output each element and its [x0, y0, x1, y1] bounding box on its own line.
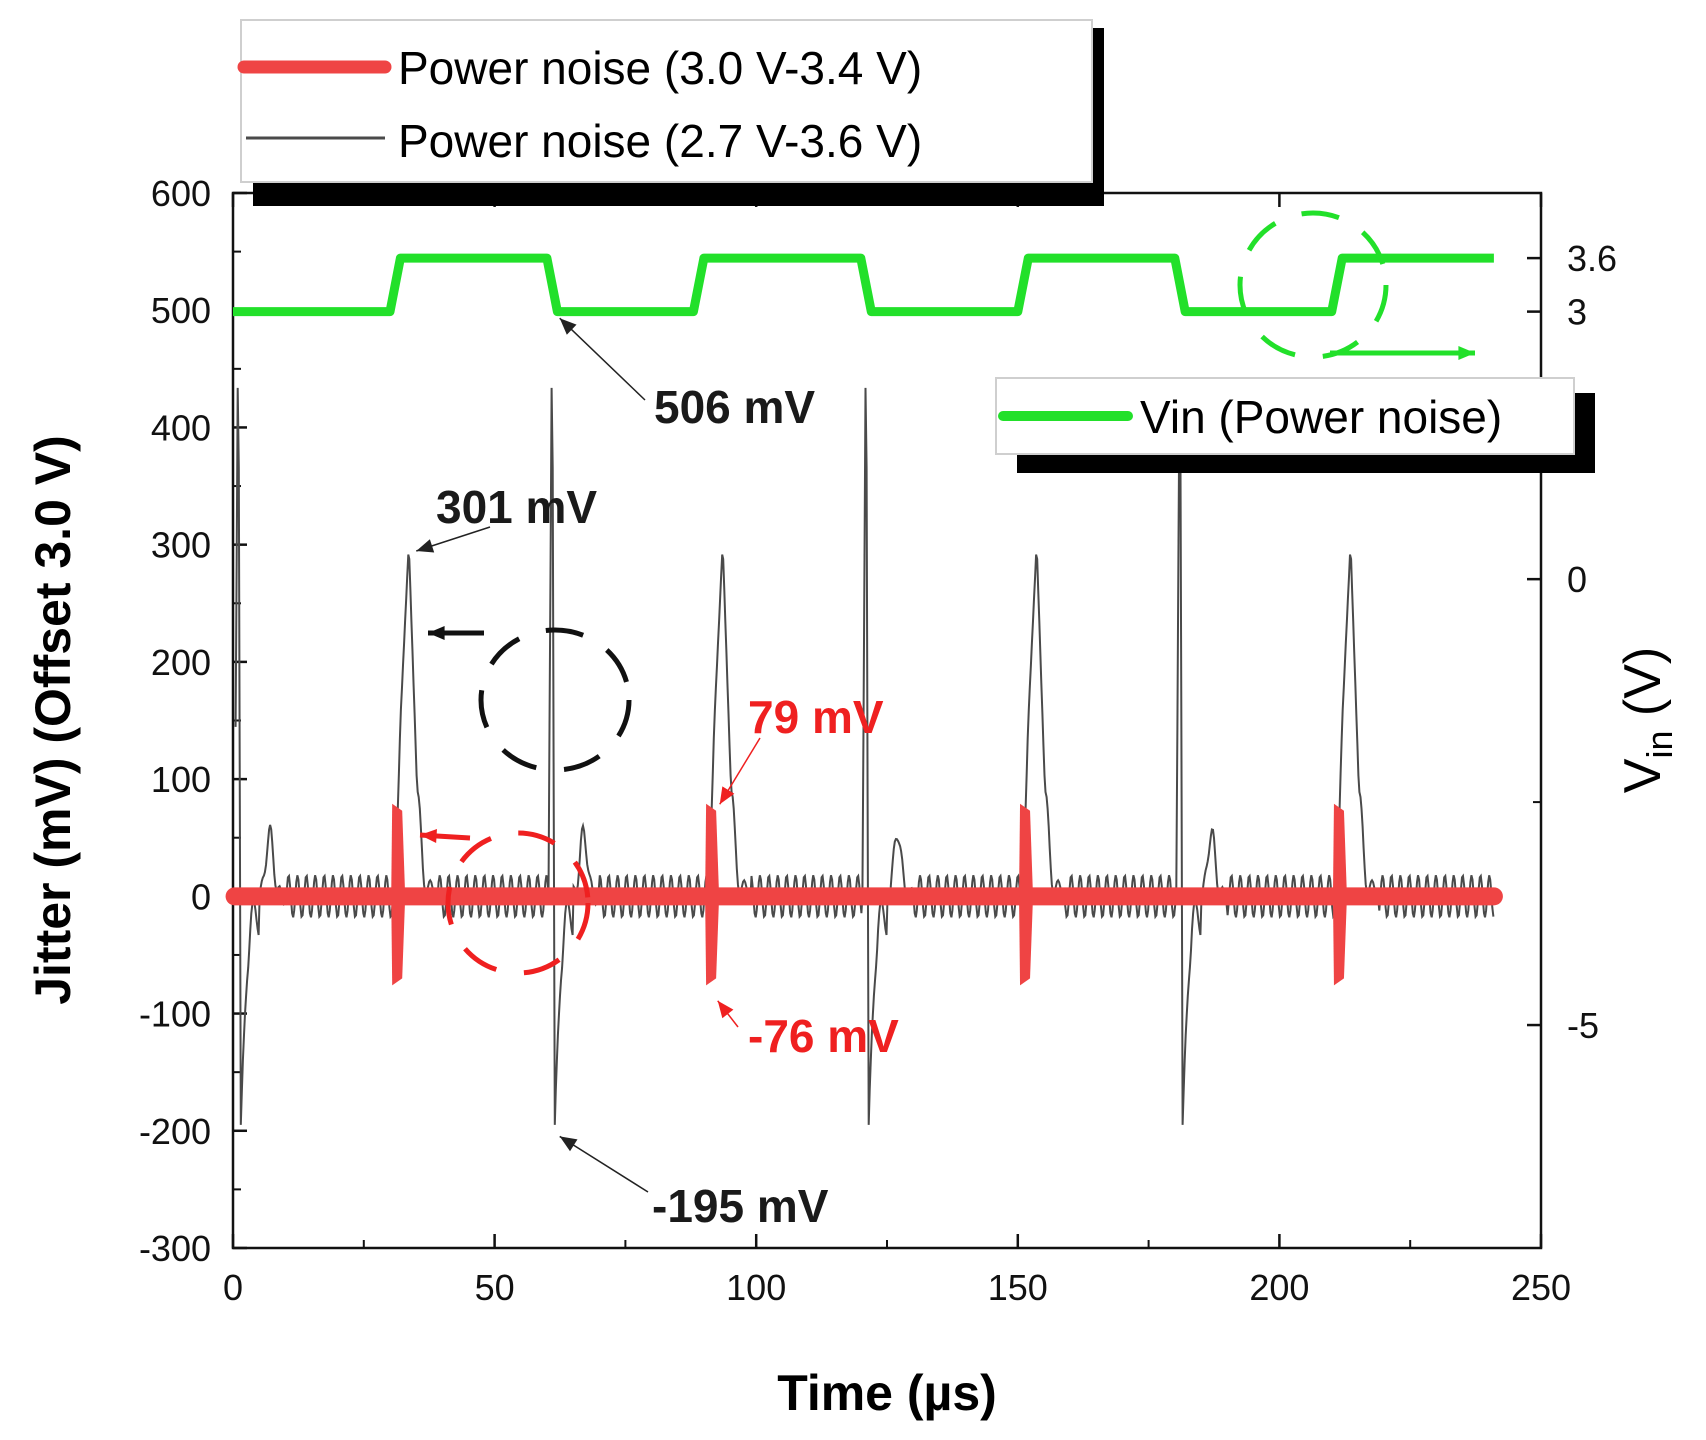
legend-label-series-1: Power noise (3.0 V-3.4 V): [398, 42, 922, 94]
arrow-506mv-head: [559, 318, 577, 335]
y-tick-label: -300: [139, 1228, 211, 1269]
x-tick-label: 200: [1249, 1267, 1309, 1308]
y2-tick-label: 3.6: [1567, 238, 1617, 279]
x-tick-label: 50: [475, 1267, 515, 1308]
arrow-minus-76mv-head: [717, 1000, 734, 1019]
x-tick-label: 100: [726, 1267, 786, 1308]
legend-label-vin: Vin (Power noise): [1140, 391, 1502, 443]
y-tick-label: -200: [139, 1111, 211, 1152]
arrow-301mv-head: [416, 539, 435, 553]
dashed-circle-green: [1237, 210, 1389, 360]
x-tick-label: 250: [1511, 1267, 1571, 1308]
annotation-minus-195mv: -195 mV: [652, 1180, 829, 1232]
x-tick-label: 150: [988, 1267, 1048, 1308]
y-tick-label: -100: [139, 994, 211, 1035]
dashed-circle-red: [445, 830, 591, 976]
dashed-circle-black: [478, 627, 632, 773]
arrow-506mv-line: [559, 317, 646, 401]
y-tick-label: 200: [151, 642, 211, 683]
y-tick-label: 300: [151, 525, 211, 566]
axis-arrow-black-head: [428, 625, 445, 641]
legend-label-series-2: Power noise (2.7 V-3.6 V): [398, 115, 922, 167]
annotation-301mv: 301 mV: [436, 481, 597, 533]
x-tick-label: 0: [223, 1267, 243, 1308]
red-spike: [1332, 803, 1347, 986]
arrow-minus-195mv-head: [559, 1136, 578, 1152]
y-tick-label: 0: [191, 876, 211, 917]
y-tick-label: 100: [151, 759, 211, 800]
annotation-minus-76mv: -76 mV: [748, 1010, 899, 1062]
annotation-79mv: 79 mV: [748, 691, 884, 743]
y-tick-label: 500: [151, 290, 211, 331]
series-line-vin: [233, 253, 1494, 317]
y-tick-label: 400: [151, 407, 211, 448]
y2-tick-label: 3: [1567, 292, 1587, 333]
y-axis-title: Jitter (mV) (Offset 3.0 V): [25, 435, 81, 1005]
legend-vin: Vin (Power noise): [995, 377, 1595, 473]
axis-arrow-green-head: [1458, 345, 1475, 361]
red-spike: [391, 803, 406, 986]
x-axis-title: Time (µs): [777, 1365, 997, 1421]
red-spike: [1019, 803, 1034, 986]
arrow-79mv-head: [719, 786, 735, 805]
y-tick-label: 600: [151, 173, 211, 214]
axis-arrow-red-head: [420, 828, 437, 843]
red-spike: [705, 803, 720, 986]
y2-tick-label: -5: [1567, 1005, 1599, 1046]
y2-axis-title: Vin (V): [1614, 647, 1680, 793]
series-line-power-noise-2-7-3-6v: [234, 387, 1495, 1125]
y2-tick-label: 0: [1567, 559, 1587, 600]
legend-top: Power noise (3.0 V-3.4 V) Power noise (2…: [237, 19, 1104, 206]
arrow-minus-195mv-line: [559, 1135, 649, 1193]
annotation-506mv: 506 mV: [654, 381, 815, 433]
